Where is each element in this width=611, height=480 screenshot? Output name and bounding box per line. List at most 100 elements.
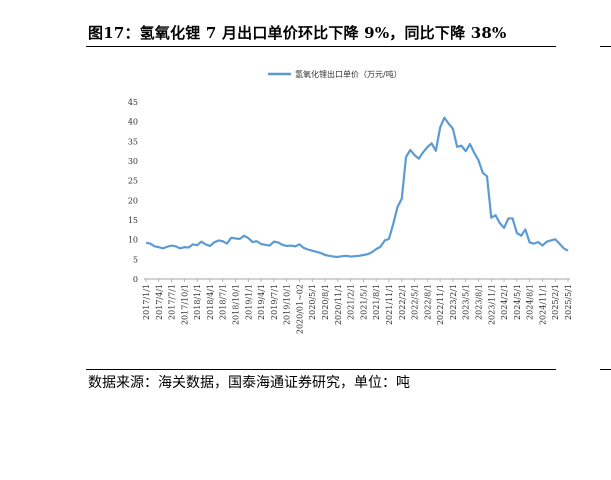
data-point (247, 237, 249, 239)
x-tick-label: 2019/10/1 (283, 284, 292, 325)
data-point (473, 152, 475, 154)
data-point (537, 241, 539, 243)
data-point (533, 243, 535, 245)
data-point (426, 146, 428, 148)
data-point (392, 223, 394, 225)
figure-title: 图17：氢氧化锂 7 月出口单价环比下降 9%，同比下降 38% (88, 24, 507, 42)
data-point (511, 217, 513, 219)
data-point (448, 123, 450, 125)
data-point (273, 241, 275, 243)
data-point (558, 243, 560, 245)
x-tick-label: 2021/2/1 (347, 284, 356, 320)
y-tick-label: 45 (128, 98, 138, 107)
data-point (443, 117, 445, 119)
data-point (341, 255, 343, 257)
data-point (269, 244, 271, 246)
data-point (422, 151, 424, 153)
legend-label: 氢氧化锂出口单价（万元/吨） (295, 69, 402, 79)
x-tick-label: 2024/5/1 (513, 284, 522, 320)
x-tick-label: 2017/10/1 (180, 284, 189, 325)
x-tick-label: 2022/2/1 (398, 284, 407, 320)
data-point (503, 227, 505, 229)
data-point (290, 244, 292, 246)
data-point (162, 247, 164, 249)
data-point (405, 156, 407, 158)
plot-area (145, 116, 569, 259)
data-point (226, 243, 228, 245)
data-point (196, 244, 198, 246)
data-point (362, 254, 364, 256)
x-axis: 2017/1/1 2017/4/1 2017/7/1 2017/10/1 2018/1/… (142, 278, 573, 334)
y-tick-label: 0 (133, 275, 138, 284)
data-point (277, 241, 279, 243)
data-point (222, 240, 224, 242)
x-tick-label: 2018/10/1 (232, 284, 241, 325)
x-tick-label: 2023/2/1 (449, 284, 458, 320)
data-point (251, 241, 253, 243)
data-point (149, 243, 151, 245)
data-point (230, 237, 232, 239)
data-point (345, 255, 347, 257)
data-point (418, 158, 420, 160)
data-point (243, 235, 245, 237)
x-tick-label: 2020/01~02 (295, 284, 304, 334)
data-point (205, 243, 207, 245)
data-point (217, 239, 219, 241)
data-point (320, 252, 322, 254)
x-tick-label: 2023/11/1 (487, 284, 496, 325)
data-point (324, 254, 326, 256)
data-point (413, 154, 415, 156)
data-point (524, 228, 526, 230)
x-tick-label: 2019/7/1 (270, 284, 279, 320)
x-tick-label: 2025/2/1 (551, 284, 560, 320)
data-point (145, 242, 147, 244)
data-point (294, 245, 296, 247)
x-tick-label: 2022/11/1 (436, 284, 445, 325)
x-tick-label: 2019/1/1 (244, 284, 253, 320)
data-point (431, 142, 433, 144)
data-point (354, 255, 356, 257)
data-point (465, 150, 467, 152)
data-point (209, 245, 211, 247)
x-tick-label: 2025/5/1 (564, 284, 573, 320)
data-point (494, 214, 496, 216)
data-point (256, 240, 258, 242)
x-tick-label: 2023/5/1 (462, 284, 471, 320)
data-point (396, 206, 398, 208)
chart-legend: 氢氧化锂出口单价（万元/吨） (268, 69, 402, 79)
y-tick-label: 40 (128, 118, 138, 127)
x-tick-label: 2020/8/1 (321, 284, 330, 320)
data-point (264, 244, 266, 246)
x-tick-label: 2024/8/1 (526, 284, 535, 320)
data-point (439, 126, 441, 128)
data-point (507, 217, 509, 219)
x-tick-label: 2017/1/1 (142, 284, 151, 320)
data-point (469, 143, 471, 145)
x-tick-label: 2021/8/1 (372, 284, 381, 320)
data-point (516, 232, 518, 234)
data-source-note: 数据来源：海关数据，国泰海通证券研究，单位：吨 (88, 375, 410, 391)
data-point (452, 128, 454, 130)
data-point (567, 250, 569, 252)
x-tick-label: 2017/4/1 (155, 284, 164, 320)
data-point (307, 248, 309, 250)
data-point (384, 239, 386, 241)
data-point (529, 241, 531, 243)
data-point (358, 255, 360, 257)
data-point (401, 198, 403, 200)
data-point (371, 251, 373, 253)
data-point (315, 251, 317, 253)
data-point (183, 246, 185, 248)
data-point (213, 241, 215, 243)
data-point (435, 150, 437, 152)
data-point (563, 247, 565, 249)
y-tick-label: 25 (128, 177, 138, 186)
data-point (311, 250, 313, 252)
y-tick-label: 30 (128, 157, 138, 166)
data-point (546, 241, 548, 243)
y-tick-label: 10 (128, 236, 138, 245)
data-point (520, 235, 522, 237)
data-point (541, 244, 543, 246)
data-point (332, 255, 334, 257)
x-tick-label: 2018/4/1 (206, 284, 215, 320)
